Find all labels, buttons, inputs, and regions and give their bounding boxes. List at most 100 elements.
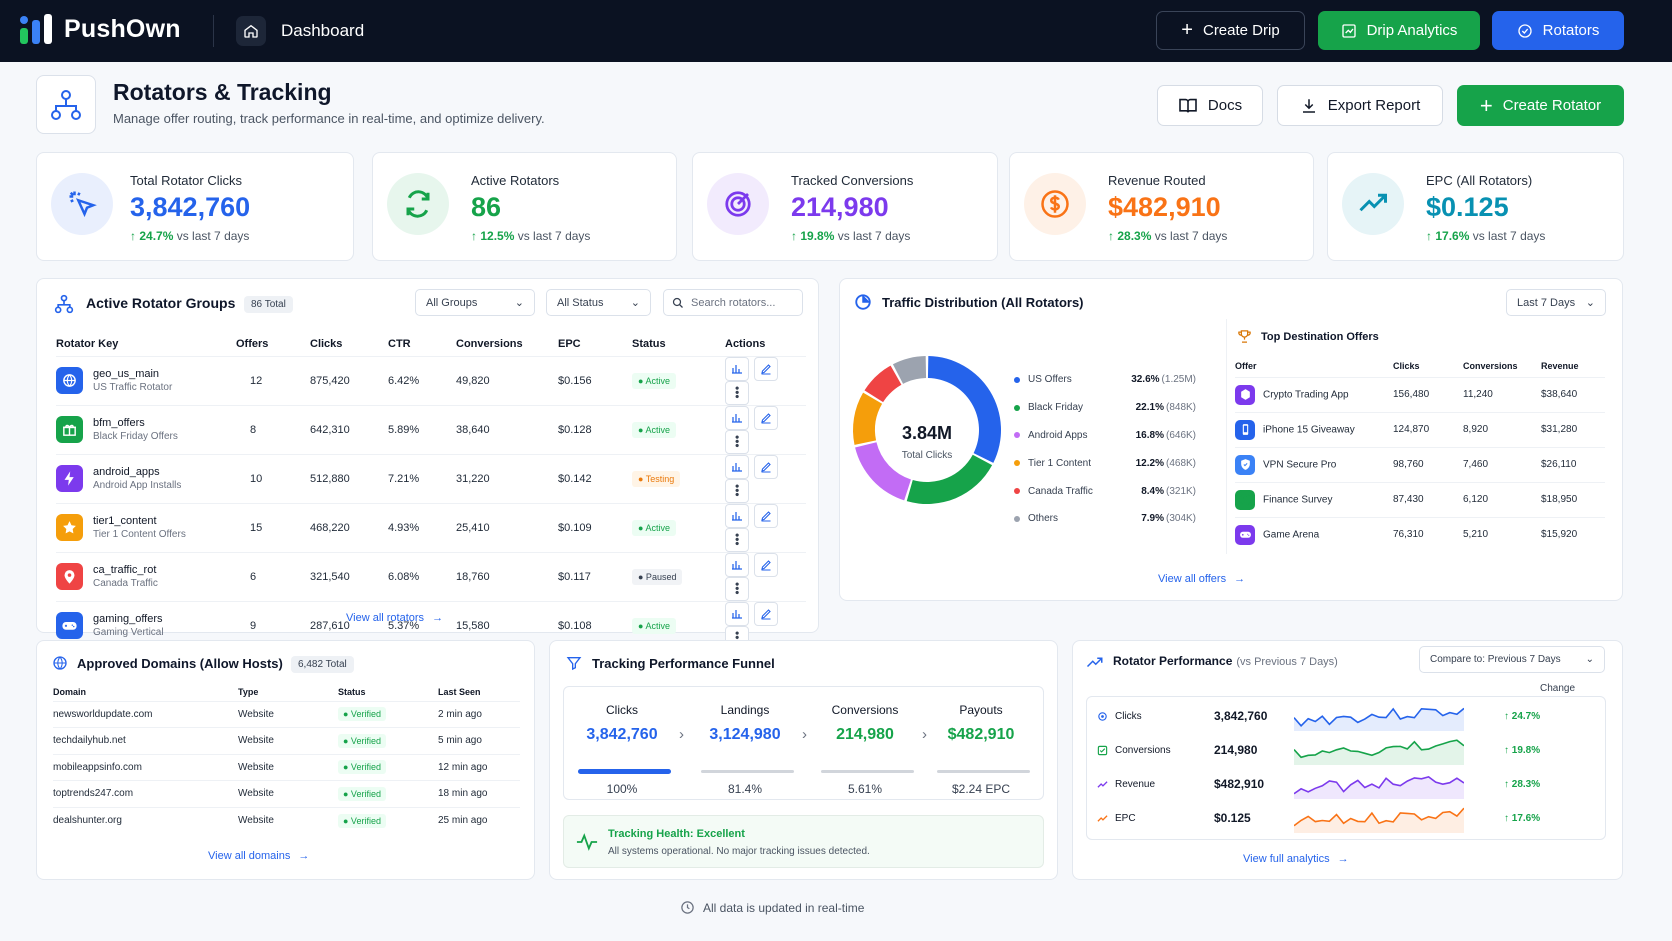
edit-button[interactable] bbox=[754, 552, 778, 577]
table-row[interactable]: toptrends247.com Website ● Verified 18 min … bbox=[53, 780, 520, 807]
offer-name[interactable]: VPN Secure Pro bbox=[1263, 459, 1337, 471]
bar-chart-icon bbox=[732, 560, 742, 570]
rotator-key[interactable]: geo_us_main bbox=[93, 368, 160, 380]
kpi-delta: ↑ 28.3% vs last 7 days bbox=[1108, 229, 1228, 243]
edit-button[interactable] bbox=[754, 405, 778, 430]
drip-analytics-button[interactable]: Drip Analytics bbox=[1318, 11, 1480, 50]
status-badge: ● Active bbox=[632, 372, 676, 389]
bar-chart-icon bbox=[732, 462, 742, 472]
cell-epc: $0.109 bbox=[558, 502, 632, 552]
create-drip-button[interactable]: + Create Drip bbox=[1156, 11, 1305, 50]
compare-select[interactable]: Compare to: Previous 7 Days ⌄ bbox=[1419, 646, 1605, 673]
table-row[interactable]: mobileappsinfo.com Website ● Verified 12 mi… bbox=[53, 753, 520, 781]
rotator-key[interactable]: bfm_offers bbox=[93, 417, 145, 429]
edit-button[interactable] bbox=[754, 503, 778, 528]
arrow-up-icon: ↑ bbox=[1504, 812, 1509, 824]
stats-button[interactable] bbox=[725, 454, 749, 479]
domain-name[interactable]: newsworldupdate.com bbox=[53, 700, 238, 728]
table-row[interactable]: geo_us_main US Traffic Rotator 12 875,420 6.… bbox=[56, 355, 806, 405]
more-button[interactable]: ••• bbox=[725, 527, 749, 552]
domain-name[interactable]: dealshunter.org bbox=[53, 806, 238, 834]
stats-button[interactable] bbox=[725, 552, 749, 577]
more-button[interactable]: ••• bbox=[725, 380, 749, 405]
book-icon bbox=[1179, 98, 1197, 113]
table-row[interactable]: newsworldupdate.com Website ● Verified 2 mi… bbox=[53, 700, 520, 728]
arrow-up-icon: ↑ bbox=[1504, 744, 1509, 756]
cell-conversions: 6,120 bbox=[1463, 481, 1541, 517]
cell-conversions: 38,640 bbox=[456, 404, 558, 454]
stats-button[interactable] bbox=[725, 601, 749, 626]
home-button[interactable] bbox=[236, 16, 266, 46]
edit-button[interactable] bbox=[754, 601, 778, 626]
rotator-desc: US Traffic Rotator bbox=[93, 382, 173, 393]
rotator-key[interactable]: tier1_content bbox=[93, 515, 157, 527]
table-row[interactable]: Finance Survey 87,430 6,120 $18,950 bbox=[1235, 481, 1605, 517]
status-filter-select[interactable]: All Status ⌄ bbox=[546, 289, 651, 316]
column-header: CTR bbox=[388, 337, 411, 350]
more-button[interactable]: ••• bbox=[725, 478, 749, 503]
export-report-button[interactable]: Export Report bbox=[1277, 85, 1443, 126]
more-button[interactable]: ••• bbox=[725, 429, 749, 454]
donut-slice[interactable] bbox=[864, 365, 902, 403]
table-row[interactable]: ca_traffic_rot Canada Traffic 6 321,540 6.08… bbox=[56, 551, 806, 601]
date-range-select[interactable]: Last 7 Days ⌄ bbox=[1506, 289, 1606, 316]
rotators-button[interactable]: Rotators bbox=[1492, 11, 1624, 50]
performance-row[interactable]: EPC $0.125 ↑ 17.6% bbox=[1097, 801, 1597, 835]
breadcrumb-dashboard[interactable]: Dashboard bbox=[281, 21, 365, 40]
table-row[interactable]: tier1_content Tier 1 Content Offers 15 468,… bbox=[56, 502, 806, 552]
domain-name[interactable]: mobileappsinfo.com bbox=[53, 753, 238, 781]
rotator-key[interactable]: gaming_offers bbox=[93, 613, 163, 625]
domain-name[interactable]: toptrends247.com bbox=[53, 780, 238, 807]
stats-button[interactable] bbox=[725, 356, 749, 381]
donut-slice[interactable] bbox=[855, 442, 911, 501]
groups-filter-select[interactable]: All Groups ⌄ bbox=[415, 289, 535, 316]
table-row[interactable]: dealshunter.org Website ● Verified 25 min a… bbox=[53, 806, 520, 834]
table-row[interactable]: bfm_offers Black Friday Offers 8 642,310 5.8… bbox=[56, 404, 806, 454]
stats-button[interactable] bbox=[725, 405, 749, 430]
cell-ctr: 4.93% bbox=[388, 502, 456, 552]
rotator-key[interactable]: ca_traffic_rot bbox=[93, 564, 157, 576]
performance-row[interactable]: Clicks 3,842,760 ↑ 24.7% bbox=[1097, 699, 1597, 733]
kpi-card: Total Rotator Clicks 3,842,760 ↑ 24.7% vs … bbox=[36, 152, 354, 261]
legend-dot bbox=[1014, 404, 1020, 411]
top-offers-title: Top Destination Offers bbox=[1261, 331, 1379, 343]
legend-item: Black Friday 22.1% (848K) bbox=[1014, 394, 1196, 422]
kpi-value: $482,910 bbox=[1108, 192, 1221, 222]
page-subtitle: Manage offer routing, track performance … bbox=[113, 111, 545, 126]
offer-name[interactable]: iPhone 15 Giveaway bbox=[1263, 424, 1355, 436]
arrow-right-icon: → bbox=[1234, 573, 1246, 585]
performance-row[interactable]: Revenue $482,910 ↑ 28.3% bbox=[1097, 767, 1597, 801]
performance-row[interactable]: Conversions 214,980 ↑ 19.8% bbox=[1097, 733, 1597, 767]
more-button[interactable]: ••• bbox=[725, 576, 749, 601]
view-all-rotators-link[interactable]: View all rotators → bbox=[346, 612, 444, 624]
table-row[interactable]: iPhone 15 Giveaway 124,870 8,920 $31,280 bbox=[1235, 411, 1605, 447]
donut-slice[interactable] bbox=[927, 356, 1001, 463]
stats-button[interactable] bbox=[725, 503, 749, 528]
table-row[interactable]: Crypto Trading App 156,480 11,240 $38,640 bbox=[1235, 376, 1605, 412]
offer-name[interactable]: Crypto Trading App bbox=[1263, 389, 1349, 401]
create-rotator-button[interactable]: + Create Rotator bbox=[1457, 85, 1624, 126]
donut-slice[interactable] bbox=[906, 454, 993, 504]
domain-name[interactable]: techdailyhub.net bbox=[53, 727, 238, 754]
rotator-key-cell: tier1_content Tier 1 Content Offers bbox=[56, 514, 236, 541]
view-full-analytics-link[interactable]: View full analytics → bbox=[1243, 853, 1349, 865]
offer-name[interactable]: Finance Survey bbox=[1263, 494, 1333, 506]
table-row[interactable]: Game Arena 76,310 5,210 $15,920 bbox=[1235, 516, 1605, 552]
docs-button[interactable]: Docs bbox=[1157, 85, 1263, 126]
table-row[interactable]: techdailyhub.net Website ● Verified 5 min a… bbox=[53, 727, 520, 754]
domains-title: Approved Domains (Allow Hosts) bbox=[77, 656, 283, 671]
edit-button[interactable] bbox=[754, 356, 778, 381]
donut-slice[interactable] bbox=[892, 356, 927, 384]
brand[interactable]: PushOwn bbox=[20, 12, 181, 46]
view-all-domains-link[interactable]: View all domains → bbox=[208, 850, 310, 862]
table-row[interactable]: VPN Secure Pro 98,760 7,460 $26,110 bbox=[1235, 446, 1605, 482]
arrow-up-icon: ↑ bbox=[1504, 778, 1509, 790]
offer-name[interactable]: Game Arena bbox=[1263, 529, 1320, 541]
rotator-key[interactable]: android_apps bbox=[93, 466, 160, 478]
view-all-offers-link[interactable]: View all offers → bbox=[1158, 573, 1246, 585]
cell-offers: 15 bbox=[236, 502, 310, 552]
edit-button[interactable] bbox=[754, 454, 778, 479]
rotator-search-input[interactable]: Search rotators... bbox=[663, 289, 803, 316]
donut-slice[interactable] bbox=[853, 392, 883, 445]
table-row[interactable]: android_apps Android App Installs 10 512,88… bbox=[56, 453, 806, 503]
